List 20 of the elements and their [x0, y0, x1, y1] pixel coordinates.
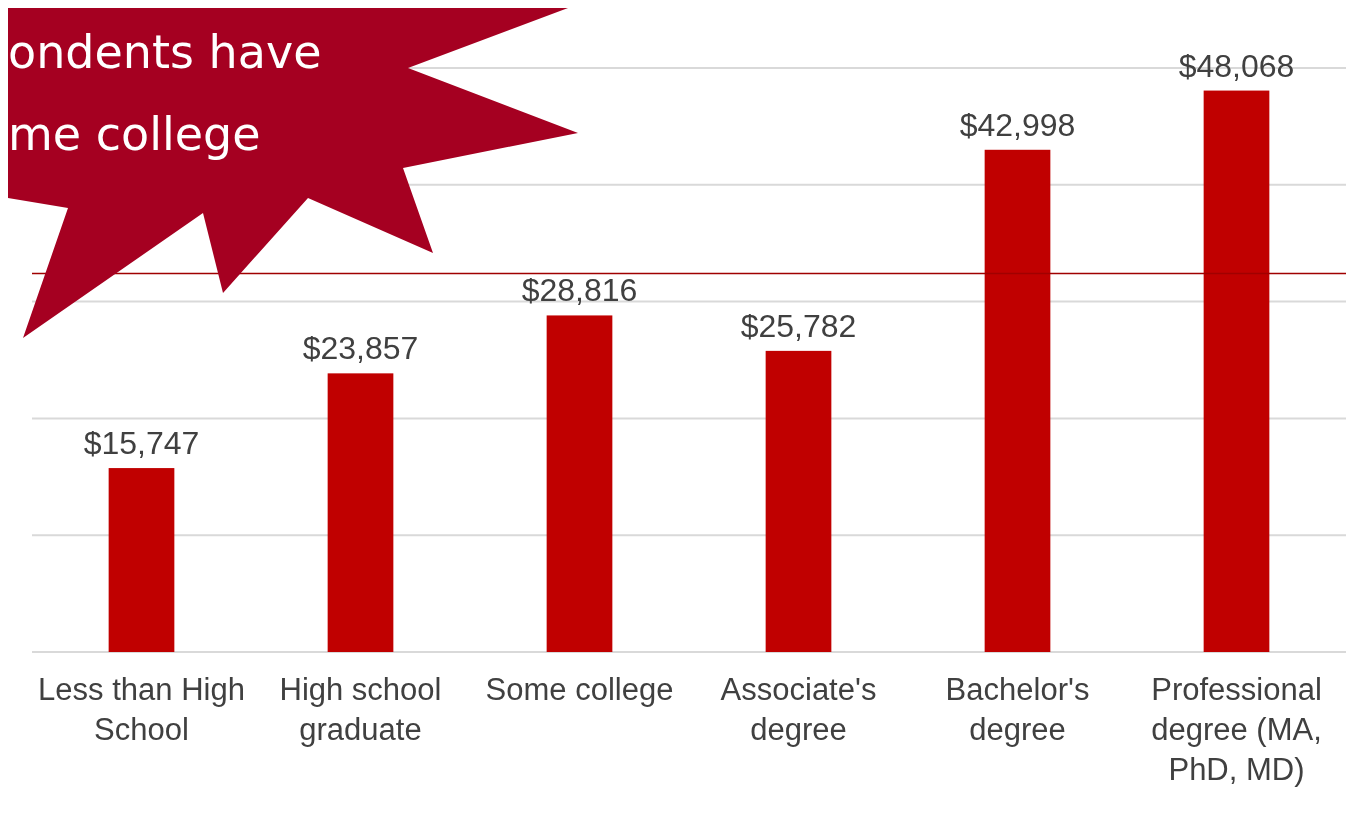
bar — [546, 315, 613, 652]
x-tick-label: Associate's degree — [720, 672, 877, 747]
data-label: $23,857 — [302, 330, 419, 367]
data-label: $25,782 — [740, 307, 857, 344]
x-tick-label: Less than High School — [38, 672, 245, 747]
data-label: $42,998 — [959, 106, 1076, 143]
bar — [327, 373, 394, 652]
bar — [765, 350, 832, 652]
annotation: me college — [8, 107, 261, 161]
data-label: $28,816 — [521, 272, 638, 309]
x-tick-label: Bachelor's degree — [945, 672, 1090, 747]
bar — [108, 468, 175, 652]
bar — [1203, 90, 1270, 652]
annotation: ondents have — [8, 25, 322, 79]
x-tick-label: Some college — [485, 672, 674, 707]
x-tick-label: Professional degree (MA, PhD, MD) — [1151, 672, 1322, 787]
x-tick-label: High school graduate — [279, 672, 442, 747]
bar — [984, 149, 1051, 652]
data-label: $15,747 — [83, 425, 200, 462]
data-label: $48,068 — [1178, 47, 1295, 84]
